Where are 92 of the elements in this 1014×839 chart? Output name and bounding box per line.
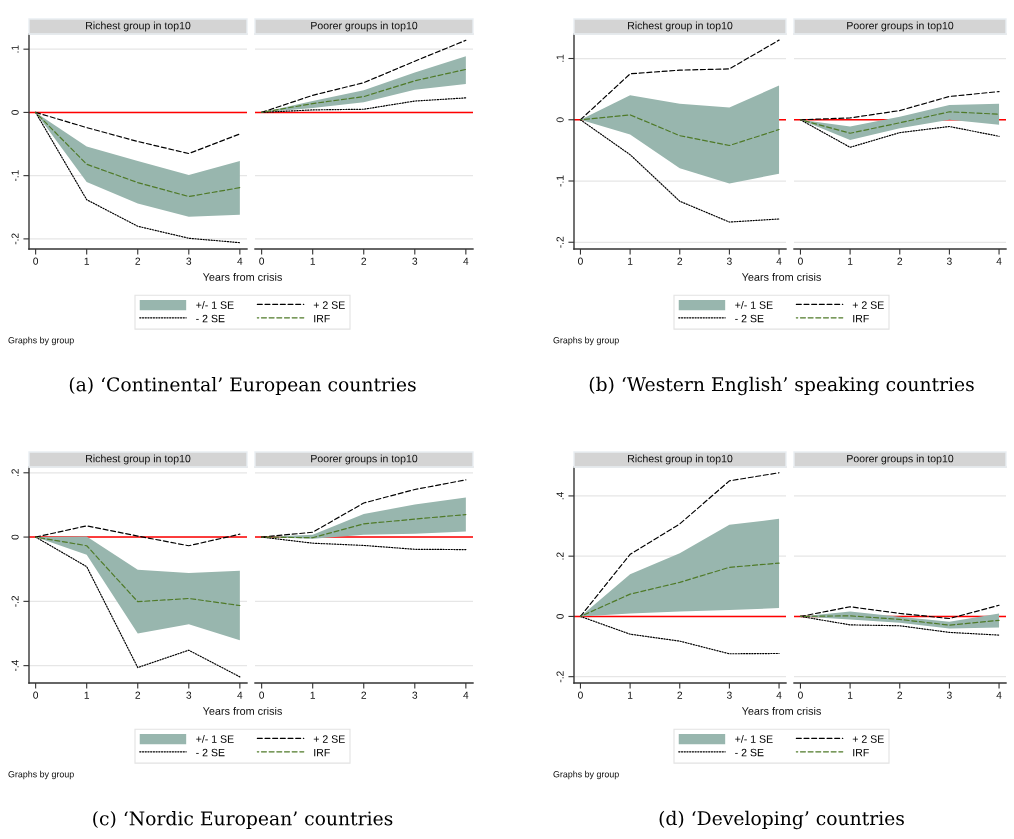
text: Graphs by group (553, 336, 619, 346)
x-tick-label: 0 (33, 257, 39, 265)
x-axis-title: Years from crisis (741, 272, 821, 281)
x-tick-label: 2 (135, 257, 141, 265)
x-tick-label: 4 (237, 257, 243, 265)
x-tick-label: 2 (677, 691, 683, 699)
x-tick-label: 0 (259, 257, 265, 265)
legend-label: +/- 1 SE (196, 735, 234, 743)
x-tick-label: 1 (848, 257, 853, 265)
x-tick-label: 4 (237, 691, 243, 699)
legend-label: IRF (853, 314, 869, 323)
x-tick-label: 2 (135, 691, 141, 699)
y-tick-label: .1 (11, 45, 19, 53)
x-tick-label: 1 (310, 691, 316, 699)
y-tick-label: .2 (11, 469, 19, 477)
x-tick-label: 3 (726, 257, 732, 265)
x-tick-label: 3 (946, 257, 952, 265)
x-tick-label: 2 (361, 257, 367, 265)
y-tick-label: 0 (11, 534, 19, 540)
y-tick-label: .2 (556, 552, 564, 560)
chart-title: Richest group in top10 (628, 21, 733, 32)
legend-label: + 2 SE (313, 301, 345, 309)
x-tick-label: 2 (361, 691, 367, 699)
legend-label: +/- 1 SE (735, 735, 773, 743)
x-tick-label: 3 (946, 691, 952, 699)
legend-label: IRF (314, 748, 330, 757)
y-tick-label: -.2 (556, 236, 564, 248)
legend-label: IRF (853, 748, 869, 757)
text: Graphs by group (8, 336, 74, 346)
legend-label: + 2 SE (852, 301, 884, 309)
legend-label: +/- 1 SE (735, 301, 773, 309)
chart-title: Richest group in top10 (86, 454, 191, 465)
y-tick-label: -.2 (556, 671, 564, 683)
x-axis-title: Years from crisis (202, 272, 282, 281)
x-tick-label: 0 (798, 691, 803, 699)
x-tick-label: 0 (798, 257, 803, 265)
legend-label: - 2 SE (735, 748, 764, 757)
y-tick-label: 0 (556, 117, 564, 123)
y-tick-label: .1 (556, 54, 564, 62)
legend-label: - 2 SE (196, 748, 225, 757)
y-tick-label: 0 (11, 109, 19, 115)
legend-label: + 2 SE (852, 735, 884, 743)
x-tick-label: 4 (463, 257, 469, 265)
y-tick-label: -.4 (11, 660, 19, 672)
y-tick-label: -.2 (11, 595, 19, 607)
x-tick-label: 2 (897, 257, 903, 265)
x-tick-label: 1 (848, 691, 853, 699)
legend-label: + 2 SE (313, 735, 345, 743)
y-tick-label: -.1 (11, 170, 19, 182)
text: (d) ‘Developing’ countries (659, 810, 904, 830)
chart-title: Richest group in top10 (628, 454, 733, 465)
x-tick-label: 0 (33, 691, 39, 699)
x-tick-label: 1 (84, 257, 90, 265)
x-tick-label: 2 (677, 257, 683, 265)
chart-title: Poorer groups in top10 (847, 21, 954, 32)
text: (c) ‘Nordic European’ countries (93, 810, 393, 830)
chart-title: Poorer groups in top10 (311, 21, 418, 32)
x-tick-label: 0 (578, 257, 583, 265)
x-tick-label: 3 (186, 257, 192, 265)
x-tick-label: 4 (996, 691, 1002, 699)
text: Graphs by group (8, 770, 74, 780)
text: (b) ‘Western English’ speaking countries (589, 376, 974, 396)
x-tick-label: 4 (463, 691, 469, 699)
x-tick-label: 4 (776, 691, 782, 699)
chart-title: Richest group in top10 (86, 21, 191, 32)
chart-title: Poorer groups in top10 (311, 454, 418, 465)
x-tick-label: 2 (897, 691, 903, 699)
text: (a) ‘Continental’ European countries (69, 376, 416, 396)
x-axis-title: Years from crisis (202, 706, 282, 715)
x-tick-label: 1 (628, 257, 633, 265)
legend-label: +/- 1 SE (196, 301, 234, 309)
legend-label: - 2 SE (196, 314, 225, 323)
y-tick-label: 0 (556, 614, 564, 619)
x-tick-label: 3 (726, 691, 732, 699)
x-tick-label: 0 (578, 691, 583, 699)
legend-label: IRF (314, 314, 330, 323)
y-tick-label: -.2 (11, 233, 19, 245)
y-tick-label: .4 (556, 491, 564, 500)
x-tick-label: 4 (776, 257, 782, 265)
legend-label: - 2 SE (735, 314, 764, 323)
chart-title: Poorer groups in top10 (847, 454, 954, 465)
x-tick-label: 4 (996, 257, 1002, 265)
x-tick-label: 1 (628, 691, 633, 699)
x-tick-label: 1 (310, 257, 316, 265)
y-tick-label: -.1 (556, 175, 564, 187)
x-axis-title: Years from crisis (741, 706, 821, 715)
x-tick-label: 3 (412, 257, 418, 265)
x-tick-label: 3 (412, 691, 418, 699)
x-tick-label: 0 (259, 691, 265, 699)
text: Graphs by group (553, 770, 619, 780)
x-tick-label: 1 (84, 691, 90, 699)
x-tick-label: 3 (186, 691, 192, 699)
